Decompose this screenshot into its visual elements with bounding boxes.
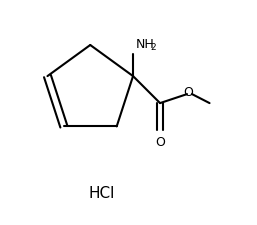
Text: NH: NH <box>135 38 154 51</box>
Text: HCl: HCl <box>88 186 115 201</box>
Text: 2: 2 <box>150 43 155 52</box>
Text: O: O <box>183 86 193 99</box>
Text: O: O <box>155 136 165 149</box>
